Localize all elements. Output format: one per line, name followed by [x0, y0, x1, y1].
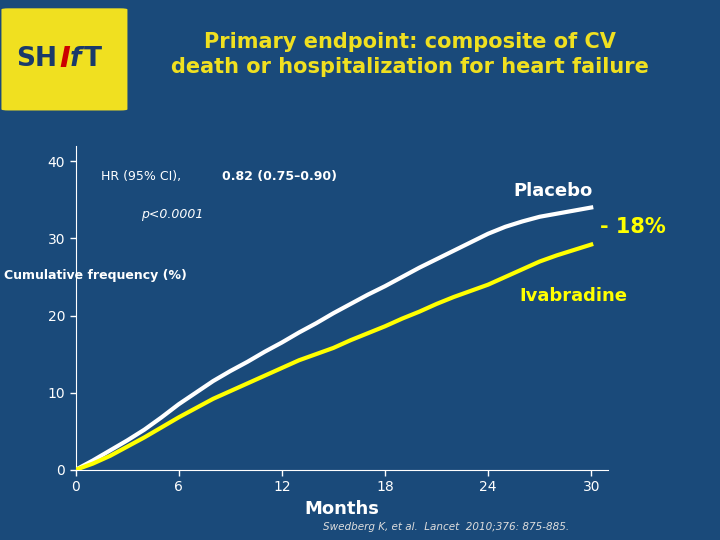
Text: Placebo: Placebo: [514, 181, 593, 200]
Text: Primary endpoint: composite of CV
death or hospitalization for heart failure: Primary endpoint: composite of CV death …: [171, 32, 649, 77]
Text: I: I: [60, 45, 71, 73]
Text: Ivabradine: Ivabradine: [519, 287, 627, 305]
Text: T: T: [84, 46, 102, 72]
FancyBboxPatch shape: [1, 8, 127, 111]
Text: - 18%: - 18%: [600, 217, 665, 237]
Text: 0.82 (0.75–0.90): 0.82 (0.75–0.90): [222, 171, 337, 184]
Text: Cumulative frequency (%): Cumulative frequency (%): [4, 269, 186, 282]
Text: Swedberg K, et al.  Lancet  2010;376: 875-885.: Swedberg K, et al. Lancet 2010;376: 875-…: [323, 522, 570, 531]
Text: HR (95% CI),: HR (95% CI),: [102, 171, 186, 184]
X-axis label: Months: Months: [305, 500, 379, 518]
Text: p<0.0001: p<0.0001: [141, 207, 203, 220]
Text: f: f: [70, 46, 81, 72]
Text: SH: SH: [16, 46, 57, 72]
